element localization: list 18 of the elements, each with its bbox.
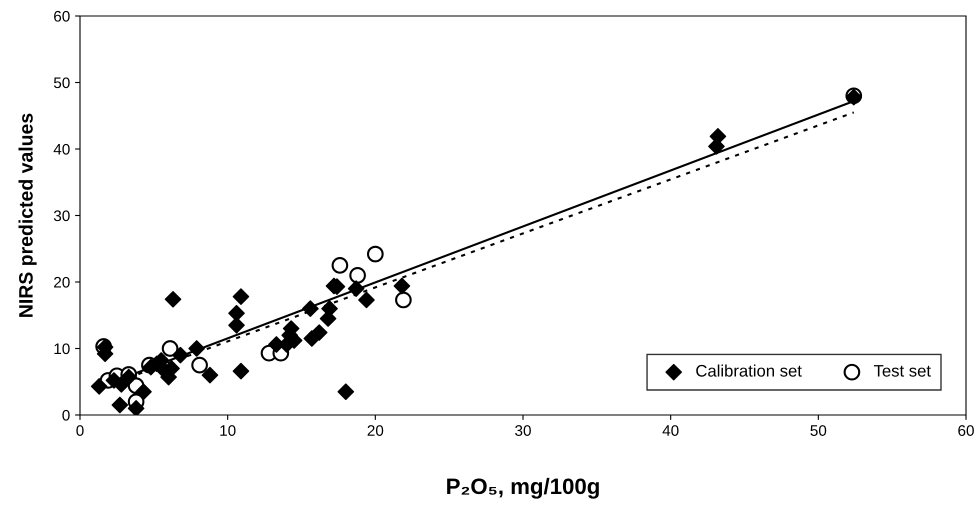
legend-label: Calibration set bbox=[696, 364, 802, 377]
y-tick-label: 30 bbox=[54, 210, 70, 222]
y-tick-label: 50 bbox=[54, 77, 70, 88]
x-tick-label: 60 bbox=[958, 425, 974, 436]
y-tick-label: 60 bbox=[54, 10, 70, 22]
y-axis-title: NIRS predicted values bbox=[18, 114, 37, 317]
x-axis-title: P₂O₅, mg/100g bbox=[447, 478, 599, 499]
x-tick-label: 0 bbox=[76, 425, 84, 436]
x-tick-label: 50 bbox=[810, 425, 826, 436]
y-tick-label: 20 bbox=[54, 276, 70, 288]
x-tick-label: 30 bbox=[515, 425, 531, 436]
x-tick-label: 40 bbox=[662, 425, 679, 436]
x-tick-label: 20 bbox=[368, 425, 384, 436]
legend-label: Test set bbox=[874, 365, 931, 377]
y-tick-label: 40 bbox=[54, 144, 70, 155]
x-tick-label: 10 bbox=[220, 425, 236, 436]
y-tick-label: 0 bbox=[62, 410, 70, 421]
y-tick-label: 10 bbox=[54, 343, 70, 354]
